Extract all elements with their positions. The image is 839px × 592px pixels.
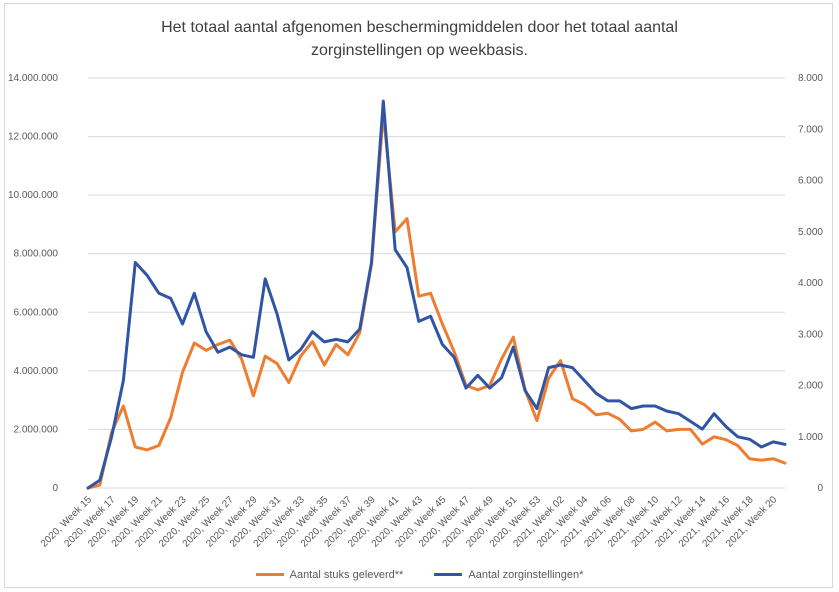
legend: Aantal stuks geleverd** Aantal zorginste… <box>0 567 839 581</box>
legend-swatch-institutions <box>434 573 463 576</box>
legend-label-institutions: Aantal zorginstellingen* <box>468 568 584 581</box>
right-tick-label: 5.000 <box>798 227 823 238</box>
chart-title-line-2: zorginstellingen op weekbasis. <box>310 42 528 59</box>
right-tick-label: 8.000 <box>798 73 823 84</box>
left-tick-label: 14.000.000 <box>8 73 58 84</box>
left-tick-label: 6.000.000 <box>14 307 59 318</box>
right-tick-label: 6.000 <box>798 176 823 187</box>
right-tick-label: 7.000 <box>798 124 823 135</box>
left-tick-label: 0 <box>52 483 58 494</box>
legend-swatch-deliveries <box>255 573 284 576</box>
right-tick-label: 1.000 <box>798 432 823 443</box>
right-tick-label: 2.000 <box>798 381 823 392</box>
left-tick-label: 12.000.000 <box>8 132 58 143</box>
legend-label-deliveries: Aantal stuks geleverd** <box>289 568 404 581</box>
left-tick-label: 2.000.000 <box>14 424 59 435</box>
right-tick-label: 4.000 <box>798 278 823 289</box>
left-tick-label: 10.000.000 <box>8 190 58 201</box>
chart-title-line-1: Het totaal aantal afgenomen beschermingm… <box>161 19 678 36</box>
left-tick-label: 4.000.000 <box>14 366 59 377</box>
series-line-deliveries <box>86 111 787 490</box>
legend-item-institutions: Aantal zorginstellingen* <box>434 569 583 581</box>
right-tick-label: 3.000 <box>798 329 823 340</box>
right-tick-label: 0 <box>817 483 823 494</box>
left-tick-label: 8.000.000 <box>14 249 59 260</box>
legend-item-deliveries: Aantal stuks geleverd** <box>255 568 404 581</box>
series-line-institutions <box>86 99 787 490</box>
